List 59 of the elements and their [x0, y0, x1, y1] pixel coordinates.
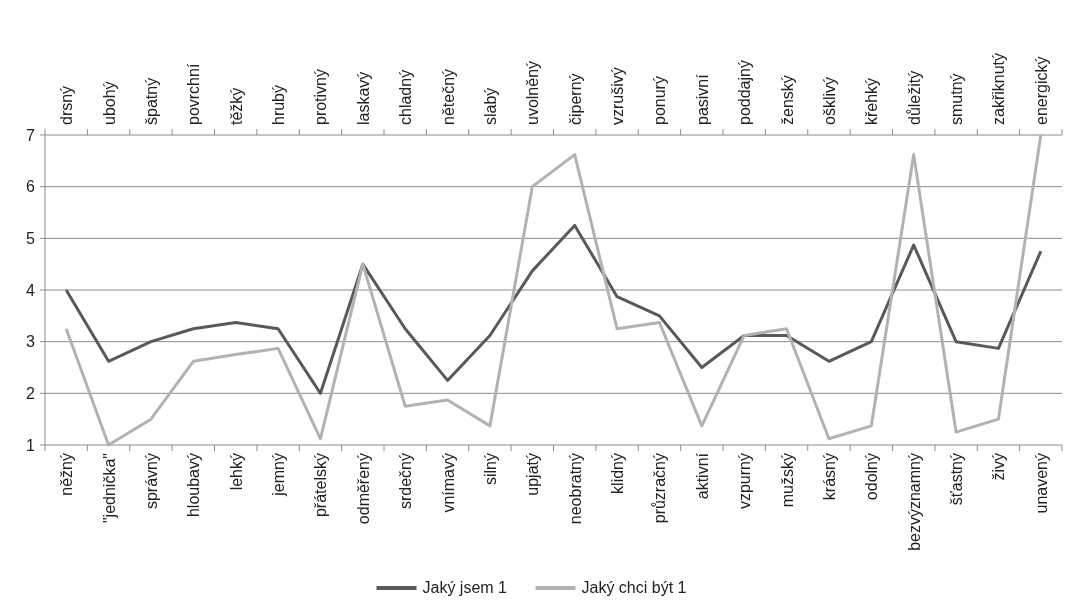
y-tick-label: 4 — [26, 281, 36, 299]
text: ubohý — [100, 81, 118, 125]
text: ponurý — [651, 76, 669, 125]
x-tick-label: něžný — [58, 453, 76, 496]
text: čiperný — [566, 73, 584, 125]
x-tick-label: vnímavý — [439, 453, 457, 513]
text: chladný — [397, 69, 415, 125]
y-tick-label: 5 — [26, 229, 36, 247]
x-tick-label: správný — [142, 453, 160, 510]
x-tick-label: mužský — [778, 453, 796, 508]
text: nětečný — [439, 68, 457, 125]
text: zakřiknutý — [990, 52, 1008, 125]
x-tick-label: upjatý — [524, 453, 542, 496]
text: hrubý — [270, 84, 288, 125]
x-tick-label: aktivní — [693, 452, 711, 500]
text: ženský — [778, 75, 796, 125]
x-tick-label: šťastný — [948, 453, 966, 506]
x-tick-label: odolný — [863, 453, 881, 501]
y-tick-label: 1 — [26, 436, 36, 454]
x-tick-label: "jednička" — [100, 453, 118, 524]
y-tick-label: 6 — [26, 178, 36, 196]
x-tick-label: klidný — [609, 453, 627, 494]
x-tick-label: srdečný — [397, 453, 415, 510]
x-tick-label: hloubavý — [185, 453, 203, 518]
x-tick-label: průzračný — [651, 453, 669, 524]
x-tick-label: silný — [481, 453, 499, 486]
text: pasivní — [693, 73, 711, 125]
text: laskavý — [354, 71, 372, 125]
text: uvolněný — [524, 60, 542, 125]
text: povrchní — [185, 63, 203, 125]
text: křehký — [863, 77, 881, 125]
x-tick-label: neobratný — [566, 453, 584, 525]
legend-label: Jaký jsem 1 — [422, 579, 508, 596]
x-tick-label: jemný — [270, 453, 288, 497]
y-tick-label: 3 — [26, 333, 36, 351]
text: smutný — [948, 73, 966, 125]
x-tick-label: bezvýznamný — [905, 453, 923, 551]
x-tick-label: krásný — [820, 453, 838, 501]
text: energický — [1032, 56, 1050, 125]
text: protivný — [312, 68, 330, 125]
text: slabý — [481, 87, 499, 125]
text: špatný — [142, 77, 160, 125]
x-tick-label: lehký — [227, 453, 245, 491]
line-series — [64, 133, 1043, 447]
text: drsný — [58, 85, 76, 125]
y-tick-label: 7 — [26, 126, 36, 144]
text: poddajný — [736, 60, 754, 125]
line-series — [64, 223, 1043, 395]
text: těžký — [227, 87, 245, 125]
x-tick-label: odměřený — [354, 453, 372, 525]
y-tick-label: 2 — [26, 384, 36, 402]
text: důležitý — [905, 70, 923, 125]
text: ošklivý — [820, 76, 838, 125]
x-tick-label: vzpurný — [736, 453, 754, 510]
legend-label: Jaký chci být 1 — [581, 579, 687, 596]
x-tick-label: přátelský — [312, 453, 330, 518]
x-tick-label: unavený — [1032, 453, 1050, 514]
text: vzrušivý — [609, 67, 627, 125]
x-tick-label: živý — [990, 453, 1008, 481]
